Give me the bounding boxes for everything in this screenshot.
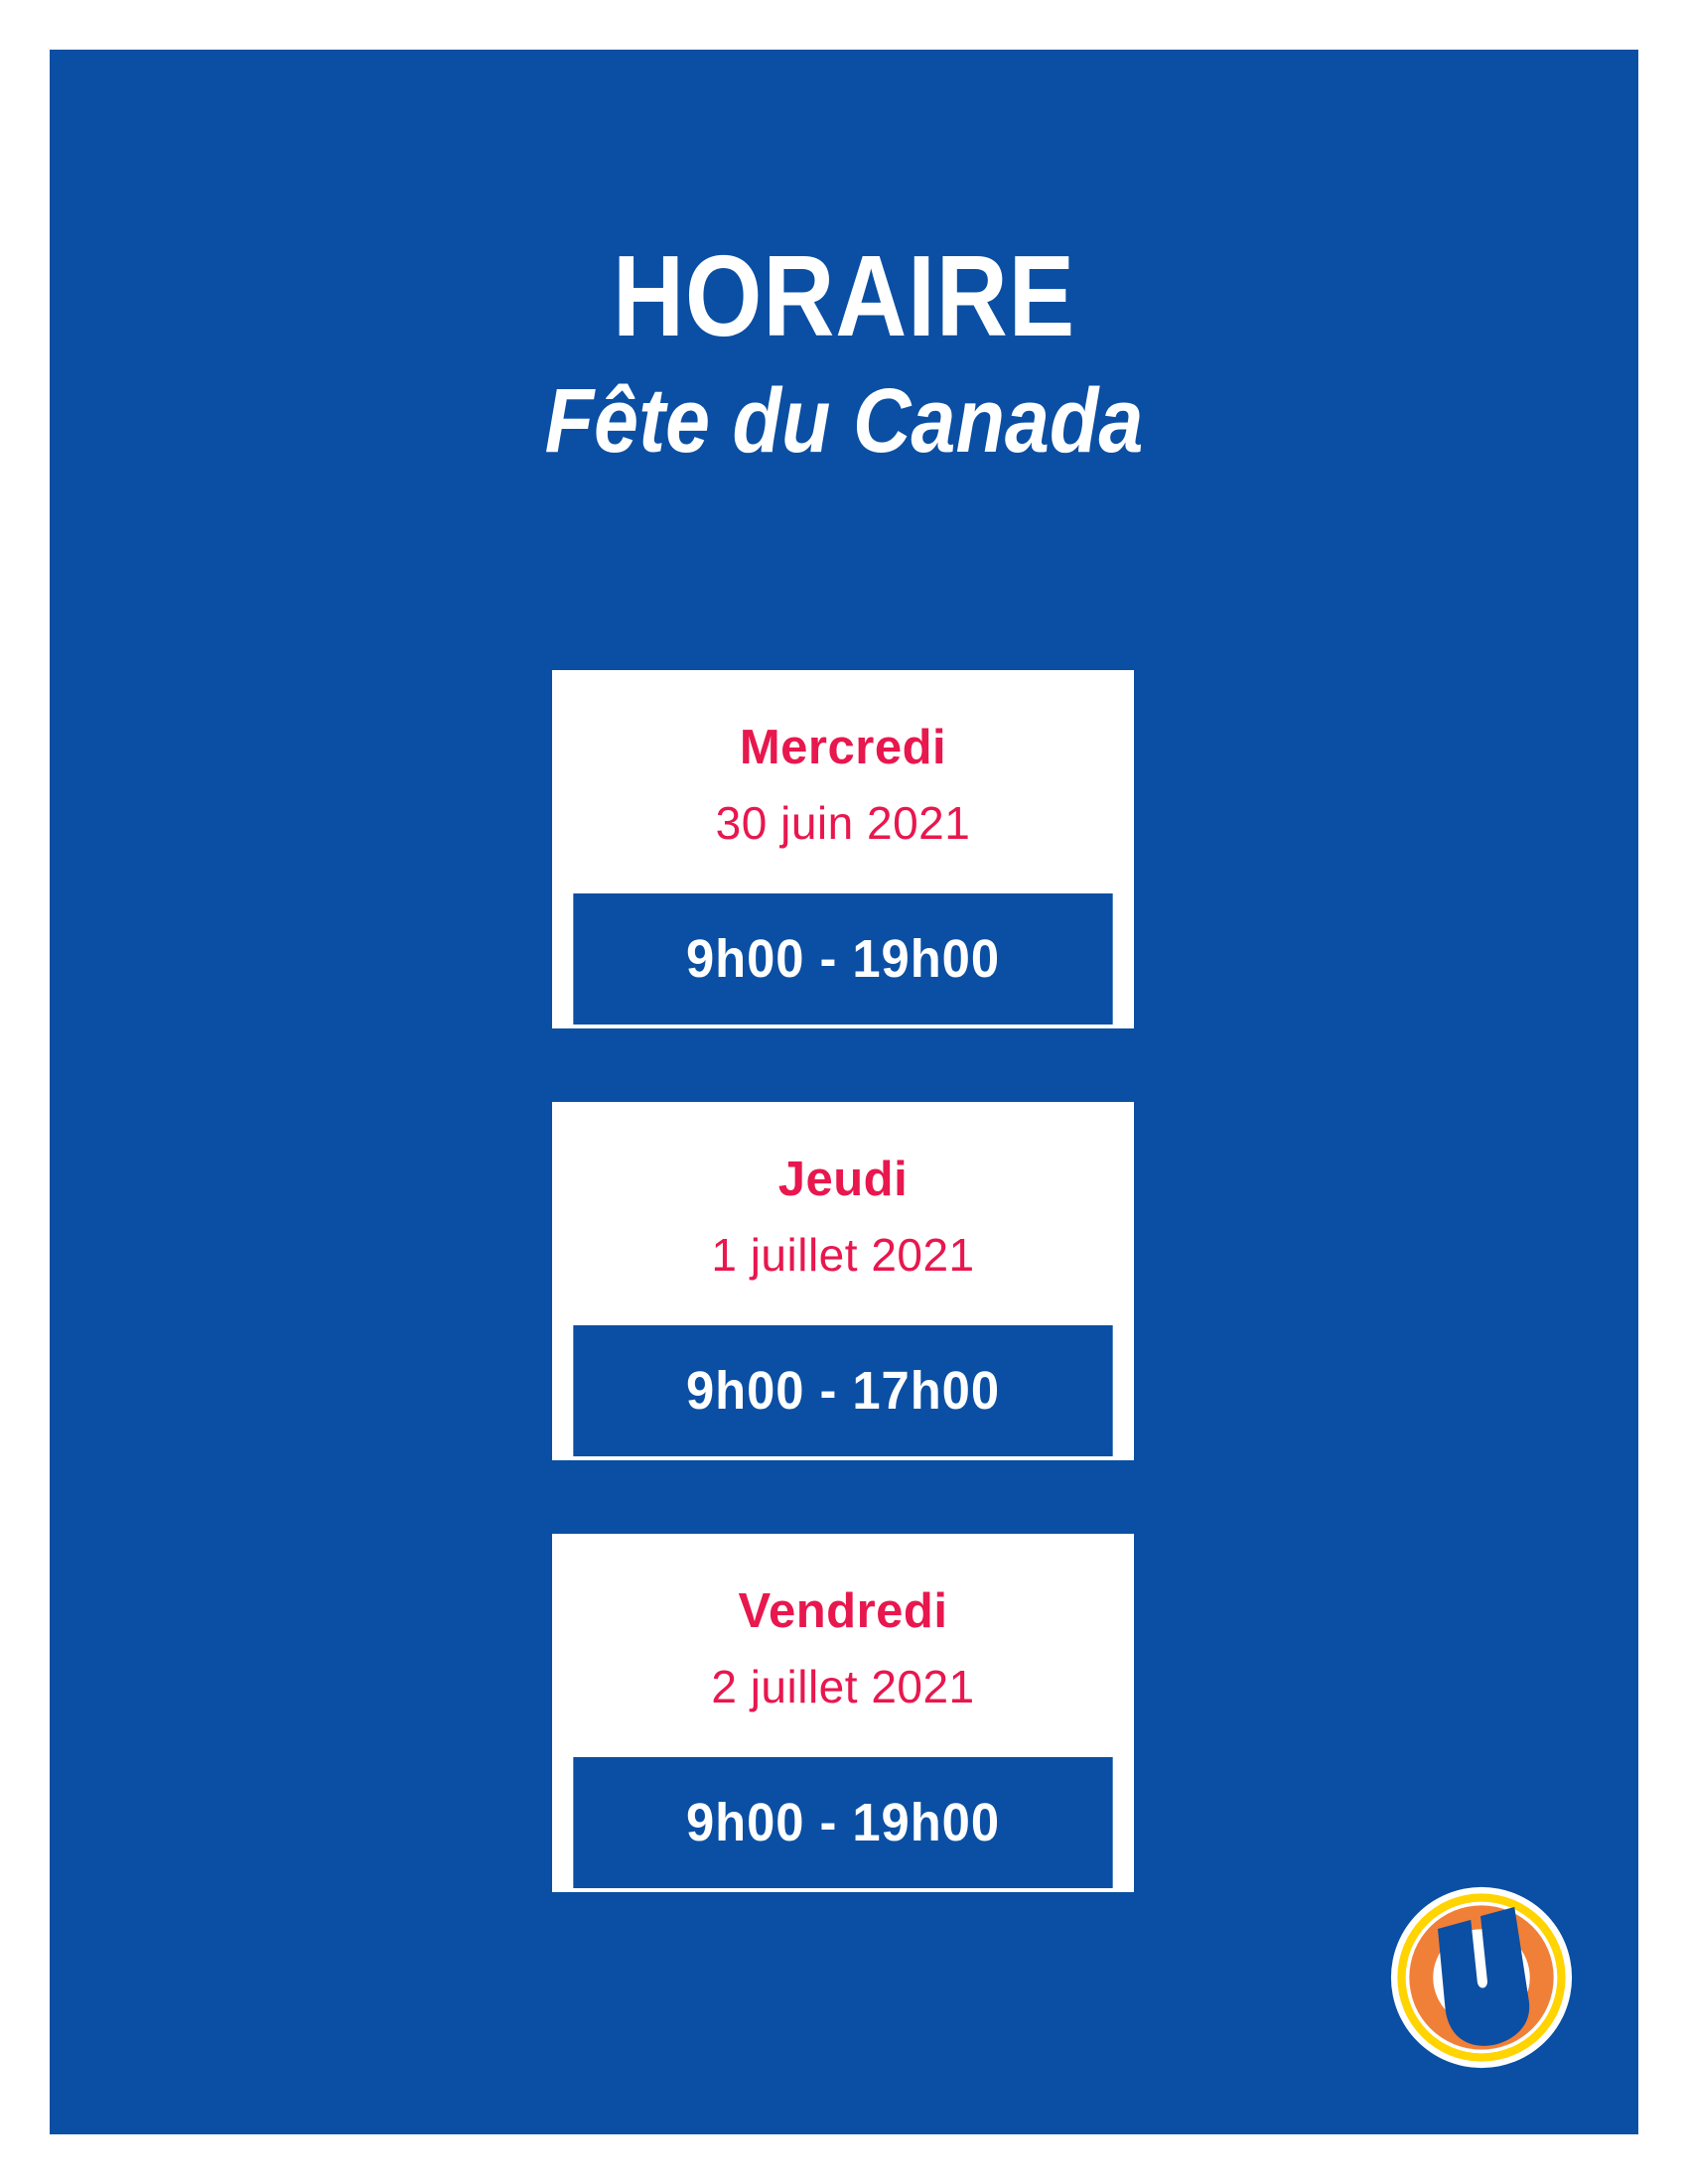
schedule-hours-container: 9h00 - 19h00: [552, 1757, 1134, 1892]
page-subtitle: Fête du Canada: [544, 370, 1144, 472]
schedule-card-header: Vendredi 2 juillet 2021: [552, 1534, 1134, 1757]
schedule-card-header: Jeudi 1 juillet 2021: [552, 1102, 1134, 1325]
schedule-hours-label: 9h00 - 17h00: [573, 1325, 1113, 1456]
schedule-card-header: Mercredi 30 juin 2021: [552, 670, 1134, 893]
schedule-card: Mercredi 30 juin 2021 9h00 - 19h00: [552, 670, 1134, 1028]
schedule-date-label: 1 juillet 2021: [711, 1229, 975, 1282]
schedule-hours-container: 9h00 - 19h00: [552, 893, 1134, 1028]
schedule-hours-label: 9h00 - 19h00: [573, 893, 1113, 1024]
schedule-day-label: Vendredi: [738, 1583, 948, 1638]
schedule-card: Vendredi 2 juillet 2021 9h00 - 19h00: [552, 1534, 1134, 1892]
schedule-day-label: Jeudi: [777, 1152, 909, 1206]
schedule-card: Jeudi 1 juillet 2021 9h00 - 17h00: [552, 1102, 1134, 1460]
schedule-hours-container: 9h00 - 17h00: [552, 1325, 1134, 1460]
schedule-day-label: Mercredi: [739, 720, 947, 774]
poster-header: HORAIRE Fête du Canada: [50, 238, 1638, 467]
schedule-date-label: 30 juin 2021: [715, 797, 971, 850]
schedule-card-list: Mercredi 30 juin 2021 9h00 - 19h00 Jeudi…: [552, 670, 1134, 1892]
schedule-hours-label: 9h00 - 19h00: [573, 1757, 1113, 1888]
uniprix-logo-icon: [1390, 1886, 1573, 2069]
schedule-date-label: 2 juillet 2021: [711, 1661, 975, 1713]
blue-panel: HORAIRE Fête du Canada Mercredi 30 juin …: [50, 50, 1638, 2134]
page-title: HORAIRE: [612, 231, 1076, 360]
